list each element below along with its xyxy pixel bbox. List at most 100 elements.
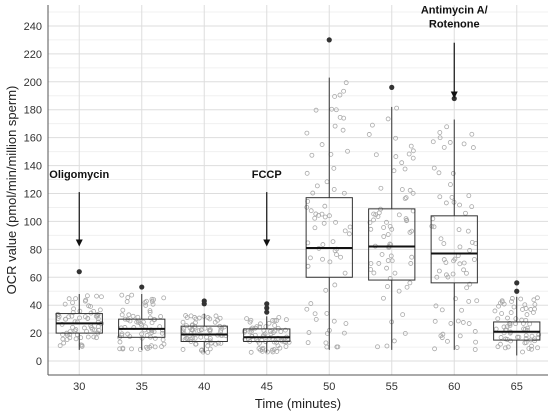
data-point	[61, 340, 67, 346]
data-point	[447, 140, 453, 145]
data-point	[322, 214, 328, 220]
data-point	[150, 301, 156, 307]
outlier-point	[76, 269, 82, 275]
data-point	[312, 215, 318, 221]
data-point	[248, 317, 254, 323]
data-point	[136, 320, 142, 326]
data-point	[160, 337, 166, 343]
box-iqr	[430, 215, 478, 284]
data-point	[389, 258, 395, 264]
data-point	[77, 308, 83, 314]
data-point	[139, 331, 145, 337]
data-point	[507, 323, 513, 329]
annotation-label: Oligomycin	[49, 169, 109, 181]
data-point	[158, 314, 164, 319]
data-point	[250, 325, 255, 331]
data-point	[72, 328, 78, 334]
data-point	[381, 295, 386, 301]
data-point	[343, 321, 349, 326]
data-point	[268, 331, 274, 337]
data-point	[84, 293, 90, 299]
data-point	[144, 298, 149, 304]
data-point	[535, 345, 540, 351]
data-point	[430, 139, 436, 145]
data-point	[244, 316, 250, 322]
data-point	[120, 307, 126, 313]
data-point	[515, 334, 520, 340]
data-point	[70, 324, 75, 330]
data-point	[457, 244, 463, 250]
data-point	[381, 234, 387, 239]
data-point	[333, 219, 338, 225]
data-point	[511, 304, 517, 310]
data-point	[319, 211, 325, 217]
data-point	[396, 288, 402, 294]
data-point	[400, 312, 406, 317]
y-tick-label: 200	[24, 77, 42, 89]
data-point	[373, 152, 379, 158]
data-point	[147, 309, 153, 315]
data-point	[91, 334, 97, 340]
data-point	[94, 293, 99, 299]
data-point	[526, 346, 532, 351]
data-point	[385, 258, 391, 263]
data-point	[450, 271, 456, 277]
data-point	[331, 186, 337, 192]
data-point	[78, 335, 84, 341]
data-point	[274, 349, 280, 354]
annotation-arrow-head	[263, 239, 271, 247]
data-point	[256, 346, 262, 351]
data-point	[437, 130, 443, 135]
data-point	[342, 270, 348, 276]
y-tick-label: 80	[30, 244, 42, 256]
data-point	[313, 211, 319, 217]
data-point	[60, 336, 66, 342]
data-point	[371, 270, 377, 276]
data-point	[207, 338, 213, 344]
data-point	[391, 338, 397, 344]
data-point	[129, 346, 134, 352]
data-point	[321, 220, 327, 226]
data-point	[340, 127, 346, 133]
data-point	[466, 193, 472, 199]
data-point	[332, 123, 338, 129]
data-point	[431, 224, 437, 230]
data-point	[387, 223, 393, 229]
data-point	[457, 333, 463, 339]
annotation-label: Antimycin A/	[421, 4, 488, 16]
data-point	[286, 339, 292, 345]
data-point	[304, 130, 310, 136]
data-point	[532, 302, 538, 307]
data-point	[149, 343, 154, 349]
data-point	[532, 306, 537, 312]
data-point	[381, 225, 387, 230]
data-point	[346, 231, 352, 237]
data-point	[198, 334, 204, 340]
data-point	[441, 144, 447, 150]
data-point	[277, 345, 283, 351]
data-point	[513, 316, 519, 322]
data-point	[188, 313, 194, 319]
data-point	[402, 166, 408, 172]
x-tick-label: 65	[511, 381, 523, 393]
data-point	[265, 349, 270, 355]
data-point	[524, 312, 530, 317]
data-point	[437, 135, 443, 141]
data-point	[198, 327, 204, 333]
data-point	[394, 105, 400, 111]
data-point	[126, 312, 132, 318]
data-point	[508, 338, 514, 344]
data-point	[85, 316, 91, 321]
y-tick-label: 100	[24, 216, 42, 228]
grid	[48, 5, 548, 375]
data-point	[304, 170, 310, 176]
y-tick-label: 60	[30, 272, 42, 284]
data-point	[221, 324, 227, 330]
data-point	[145, 346, 150, 352]
data-point	[376, 210, 382, 216]
data-point	[507, 320, 513, 326]
data-point	[457, 202, 462, 208]
data-point	[448, 321, 454, 326]
box-iqr	[305, 197, 353, 278]
data-point	[465, 228, 471, 234]
